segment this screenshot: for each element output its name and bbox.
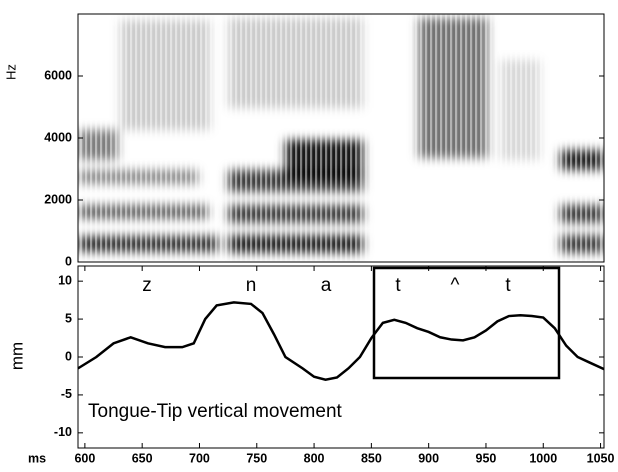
- x-tick-label: 1050: [587, 451, 615, 465]
- segment-label: z: [142, 275, 152, 296]
- x-tick-label: 700: [189, 451, 210, 465]
- spectrogram-image: [78, 18, 604, 253]
- line: [77, 301, 605, 382]
- highlight-box: [372, 266, 561, 380]
- x-tick-label: 900: [418, 451, 439, 465]
- y-tick-label: 4000: [44, 130, 72, 144]
- x-tick-label: 800: [304, 451, 325, 465]
- y-tick-label: -5: [61, 387, 72, 401]
- annotation: Tongue-Tip vertical movement: [88, 401, 343, 422]
- x-axis-label: ms: [28, 451, 46, 465]
- y-tick-label: 5: [65, 311, 72, 325]
- x-tick-label: 850: [361, 451, 382, 465]
- x-tick-label: 600: [74, 451, 95, 465]
- y-axis-label: Hz: [3, 64, 18, 80]
- x-tick-label: 1000: [529, 451, 557, 465]
- segment-label: t: [395, 275, 401, 296]
- segment-label: ^: [451, 275, 460, 296]
- segment-label: t: [505, 275, 511, 296]
- y-axis-label: mm: [7, 342, 26, 370]
- x-tick-label: 650: [132, 451, 153, 465]
- segment-label: a: [321, 275, 332, 296]
- x-tick-label: 950: [476, 451, 497, 465]
- y-tick-label: 10: [58, 273, 72, 287]
- y-tick-label: 0: [65, 349, 72, 363]
- x-tick-label: 750: [246, 451, 267, 465]
- y-tick-label: 2000: [44, 192, 72, 206]
- y-tick-label: -10: [54, 425, 72, 439]
- y-tick-label: 0: [65, 254, 72, 268]
- y-tick-label: 6000: [44, 68, 72, 82]
- segment-label: n: [246, 275, 257, 296]
